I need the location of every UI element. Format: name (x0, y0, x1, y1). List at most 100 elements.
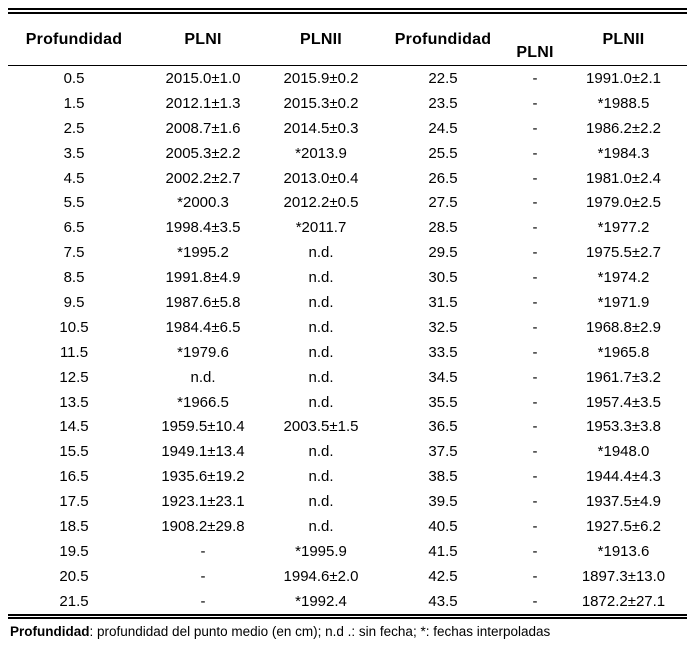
table-cell: 36.5 (428, 418, 458, 436)
col-header-plnii-right: PLNII (560, 14, 687, 66)
table-cell: - (532, 343, 538, 361)
table-cell: - (532, 393, 538, 411)
table-cell: n.d. (308, 368, 334, 386)
table-row: 3.5 2005.3±2.2 *2013.9 25.5 - *1984.3 (8, 141, 687, 166)
table-cell: 2005.3±2.2 (165, 144, 241, 162)
table-cell: 4.5 (63, 169, 85, 187)
table-cell: 1961.7±3.2 (586, 368, 661, 386)
table-cell: 3.5 (63, 144, 85, 162)
table-row: 0.5 2015.0±1.0 2015.9±0.2 22.5 - 1991.0±2.1 (8, 66, 687, 91)
table-cell: 38.5 (428, 468, 458, 486)
col-header-plni-right: PLNI (510, 14, 560, 66)
table-cell: 1981.0±2.4 (586, 169, 661, 187)
table-cell: 37.5 (428, 443, 458, 461)
table-cell: 1984.4±6.5 (165, 318, 241, 336)
table-cell: 22.5 (428, 69, 458, 87)
table-cell: - (532, 194, 538, 212)
table-cell: 1937.5±4.9 (586, 493, 661, 511)
table-cell: - (532, 69, 538, 87)
table-cell: 1.5 (63, 94, 85, 112)
table-cell: 1994.6±2.0 (283, 567, 359, 585)
table-row: 15.5 1949.1±13.4 n.d. 37.5 - *1948.0 (8, 439, 687, 464)
table-cell: *1992.4 (295, 592, 347, 610)
table-cell: - (532, 418, 538, 436)
table-header: Profundidad PLNI PLNII Profundidad PLNI … (8, 14, 687, 66)
table-cell: 2012.1±1.3 (165, 94, 241, 112)
table-row: 11.5 *1979.6 n.d. 33.5 - *1965.8 (8, 340, 687, 365)
table-row: 14.5 1959.5±10.4 2003.5±1.5 36.5 - 1953.3±3.8 (8, 414, 687, 439)
table-cell: n.d. (308, 293, 334, 311)
footnote-text: : profundidad del punto medio (en cm); n… (89, 623, 551, 639)
table-cell: - (532, 94, 538, 112)
table-cell: 31.5 (428, 293, 458, 311)
table-cell: - (532, 592, 538, 610)
table-cell: 1998.4±3.5 (165, 219, 241, 237)
table-cell: 30.5 (428, 269, 458, 287)
table-cell: *1966.5 (177, 393, 229, 411)
table-cell: n.d. (308, 244, 334, 262)
table-cell: - (532, 244, 538, 262)
table-cell: 16.5 (59, 468, 89, 486)
table-cell: 2002.2±2.7 (165, 169, 241, 187)
table-cell: *2013.9 (295, 144, 347, 162)
table-cell: *1984.3 (597, 144, 650, 162)
table-cell: 1968.8±2.9 (586, 318, 661, 336)
table-cell: 41.5 (428, 542, 458, 560)
table-cell: 17.5 (59, 493, 89, 511)
table-cell: *1995.2 (177, 244, 229, 262)
table-cell: 2008.7±1.6 (165, 119, 241, 137)
table-cell: n.d. (308, 269, 334, 287)
table-cell: - (532, 368, 538, 386)
table-cell: 7.5 (63, 244, 85, 262)
table-cell: 19.5 (59, 542, 89, 560)
table-cell: 0.5 (63, 69, 85, 87)
table-cell: 33.5 (428, 343, 458, 361)
table-cell: 2013.0±0.4 (283, 169, 359, 187)
table-cell: 1923.1±23.1 (161, 493, 245, 511)
table-cell: 1986.2±2.2 (586, 119, 661, 137)
table-cell: - (532, 567, 538, 585)
footnote-term: Profundidad (10, 623, 90, 639)
table-footnote: Profundidad: profundidad del punto medio… (8, 623, 687, 641)
table-cell: 12.5 (59, 368, 89, 386)
table-cell: 1957.4±3.5 (586, 393, 661, 411)
table-cell: 32.5 (428, 318, 458, 336)
header-row: Profundidad PLNI PLNII Profundidad PLNI … (8, 14, 687, 66)
table-cell: 1927.5±6.2 (586, 517, 661, 535)
table-cell: 1897.3±13.0 (581, 567, 666, 585)
table-cell: 20.5 (59, 567, 89, 585)
table-cell: - (532, 119, 538, 137)
table-cell: 5.5 (63, 194, 85, 212)
table-cell: n.d. (308, 318, 334, 336)
table-cell: 2014.5±0.3 (283, 119, 359, 137)
table-row: 6.5 1998.4±3.5 *2011.7 28.5 - *1977.2 (8, 215, 687, 240)
table-cell: - (532, 318, 538, 336)
table-cell: - (532, 468, 538, 486)
table-cell: - (200, 592, 206, 610)
table-row: 18.5 1908.2±29.8 n.d. 40.5 - 1927.5±6.2 (8, 514, 687, 539)
col-header-plni-left: PLNI (140, 14, 266, 66)
table-cell: - (200, 542, 206, 560)
table-cell: *1977.2 (597, 219, 650, 237)
table-row: 4.5 2002.2±2.7 2013.0±0.4 26.5 - 1981.0±2.4 (8, 166, 687, 191)
table-cell: - (532, 493, 538, 511)
table-cell: n.d. (308, 343, 334, 361)
table-cell: n.d. (308, 443, 334, 461)
table-cell: 1949.1±13.4 (161, 443, 245, 461)
table-cell: 1979.0±2.5 (586, 194, 661, 212)
table-cell: 1959.5±10.4 (161, 418, 245, 436)
table-cell: n.d. (308, 517, 334, 535)
table-cell: 1987.6±5.8 (165, 293, 241, 311)
table-cell: 28.5 (428, 219, 458, 237)
table-cell: n.d. (308, 468, 334, 486)
table-cell: 9.5 (63, 293, 85, 311)
table-cell: 40.5 (428, 517, 458, 535)
table-cell: 23.5 (428, 94, 458, 112)
table-cell: *2000.3 (177, 194, 229, 212)
table-cell: 35.5 (428, 393, 458, 411)
table-cell: n.d. (190, 368, 216, 386)
table-body: 0.5 2015.0±1.0 2015.9±0.2 22.5 - 1991.0±2.1 1.… (8, 66, 687, 614)
table-cell: *1988.5 (597, 94, 650, 112)
table-row: 10.5 1984.4±6.5 n.d. 32.5 - 1968.8±2.9 (8, 315, 687, 340)
table-cell: 1953.3±3.8 (586, 418, 661, 436)
